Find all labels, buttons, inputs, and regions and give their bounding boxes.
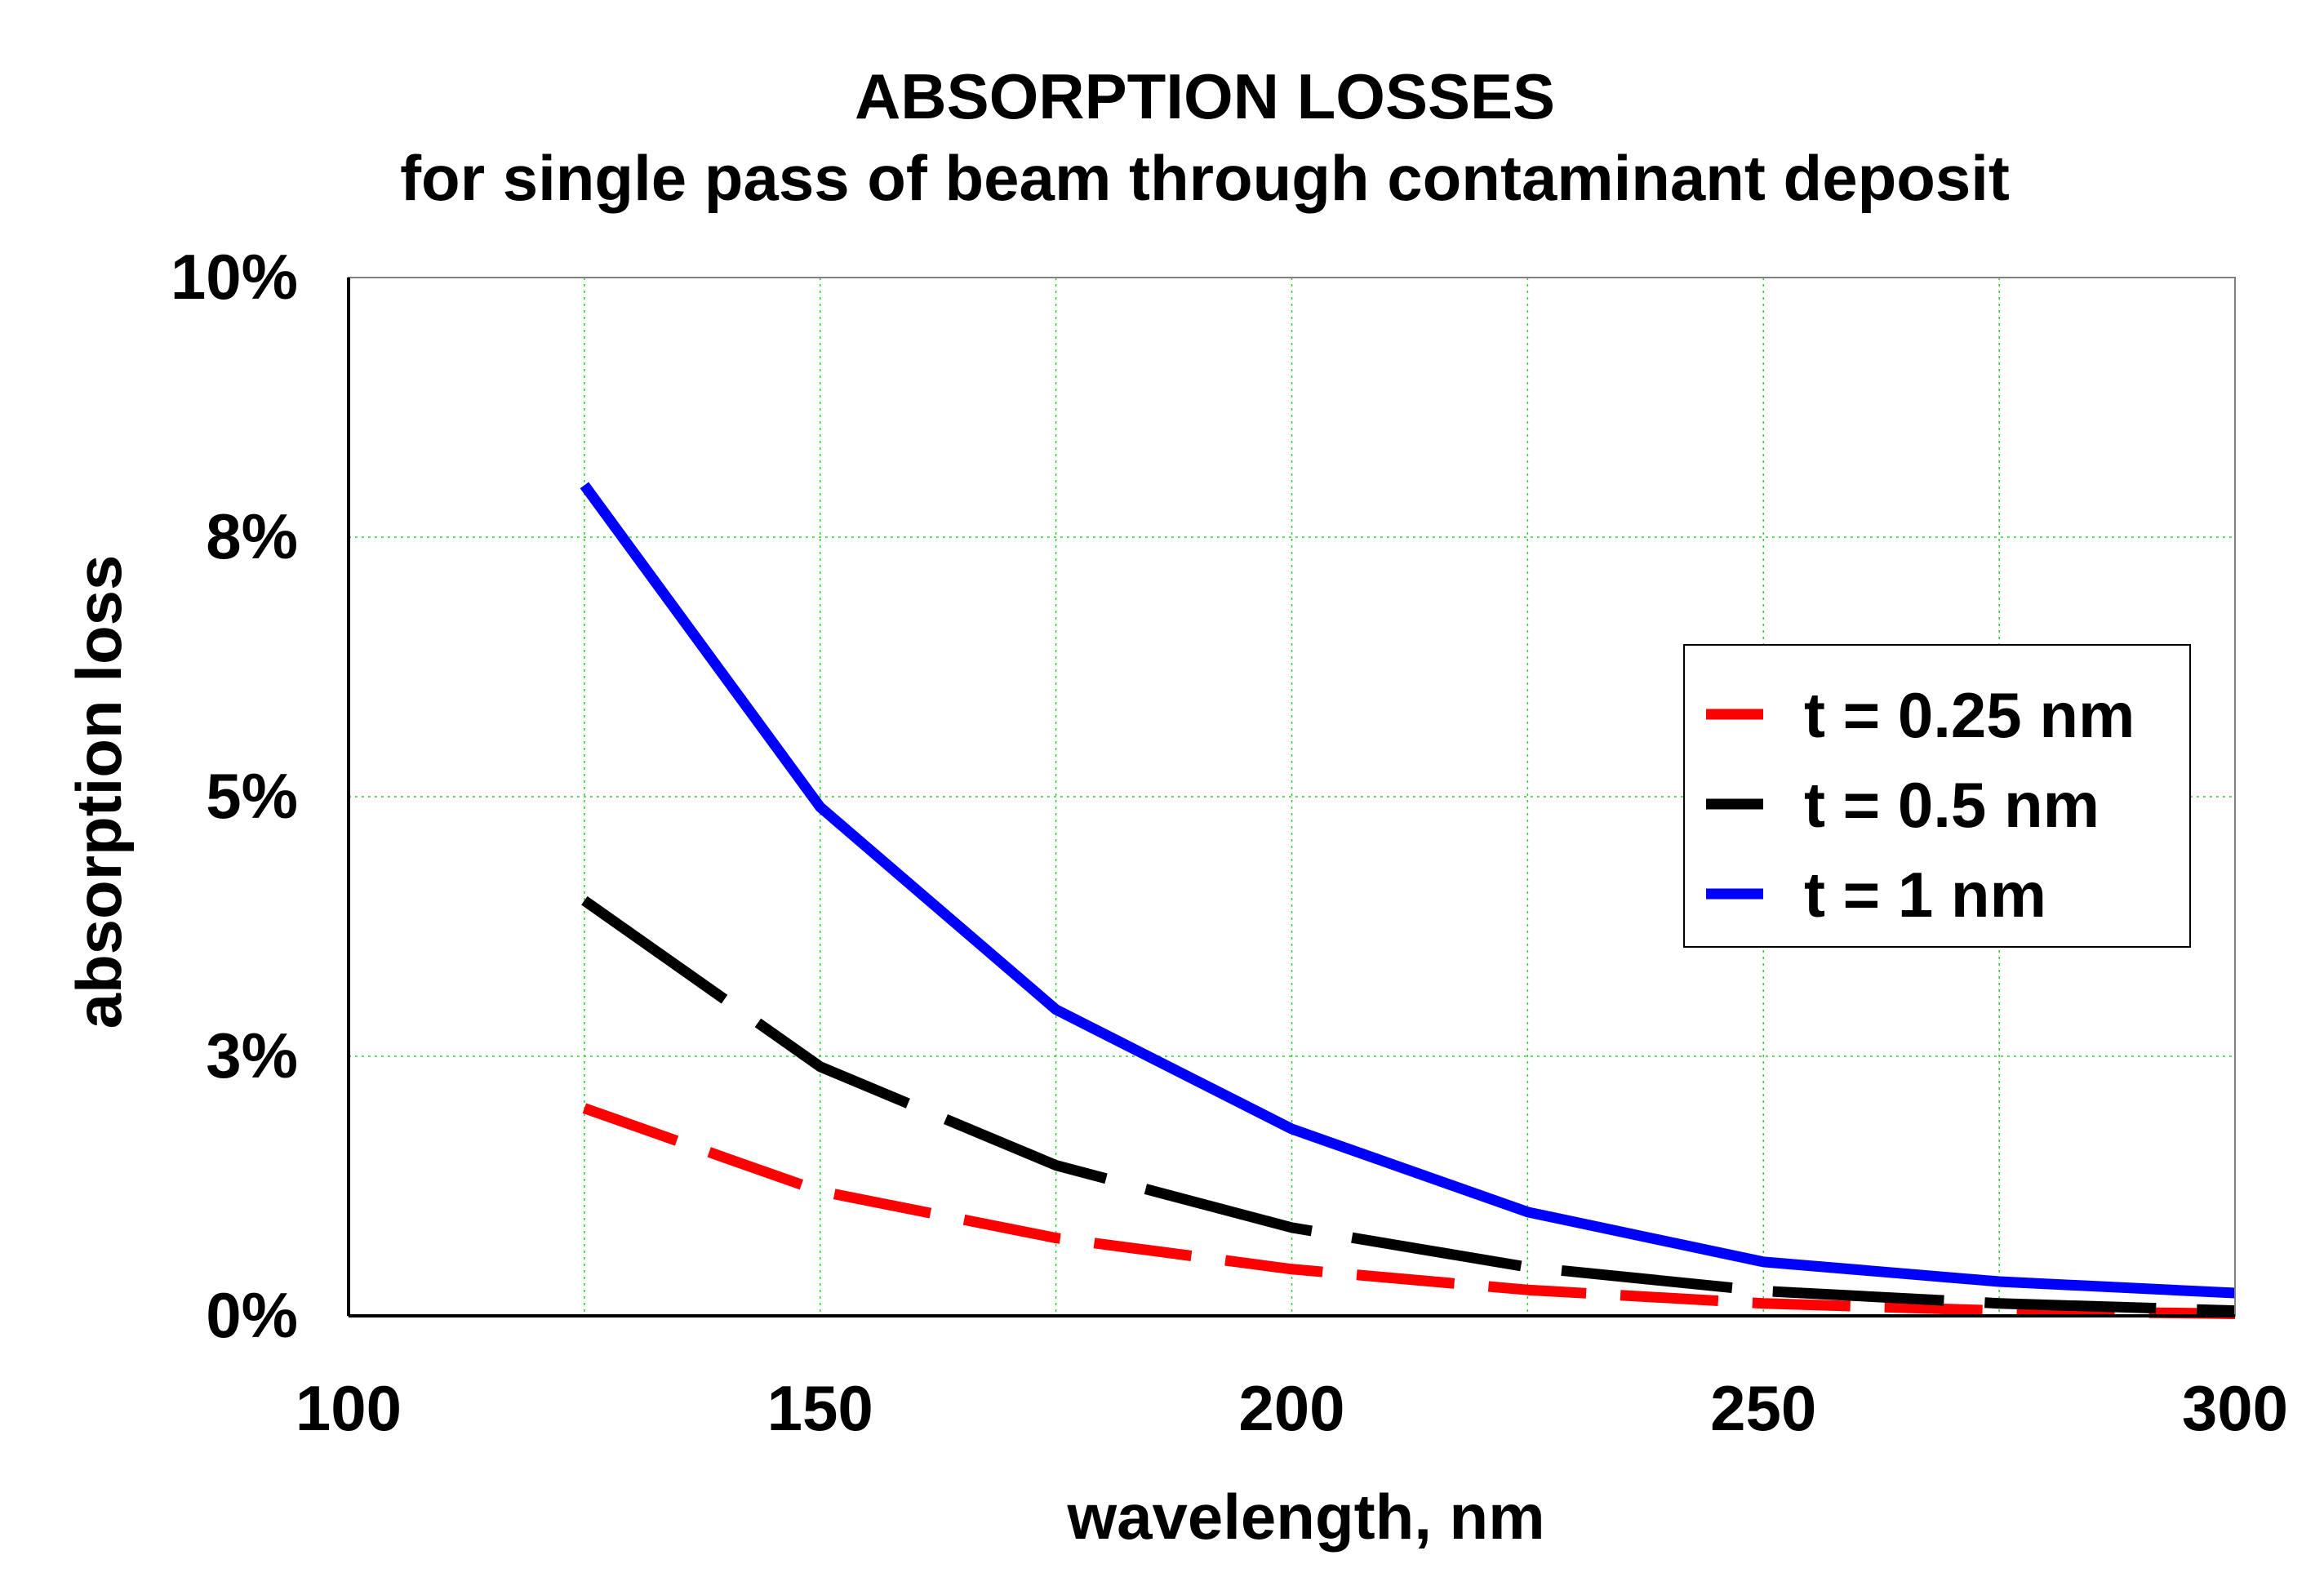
legend-label: t = 0.5 nm	[1804, 769, 2100, 841]
axes	[347, 277, 2236, 1317]
y-axis-title: absorption loss	[63, 555, 135, 1029]
series-line-1	[582, 1103, 2236, 1319]
series-line-3	[580, 482, 2236, 1299]
legend-label: t = 1 nm	[1804, 859, 2046, 931]
y-tick-label: 10%	[171, 241, 298, 313]
series-layer	[580, 482, 2236, 1319]
x-tick-label: 200	[1238, 1372, 1344, 1444]
y-tick-label: 5%	[206, 760, 298, 832]
x-tick-label: 100	[295, 1372, 402, 1444]
chart-title: ABSORPTION LOSSES	[855, 60, 1555, 132]
chart-subtitle: for single pass of beam through contamin…	[400, 142, 2010, 214]
series-line-2	[581, 895, 2236, 1317]
legend: t = 0.25 nm t = 0.5 nm t = 1 nm	[1683, 644, 2191, 948]
y-tick-label: 3%	[206, 1020, 298, 1091]
y-tick-label: 0%	[206, 1279, 298, 1351]
x-tick-label: 300	[2182, 1372, 2288, 1444]
legend-label: t = 0.25 nm	[1804, 679, 2135, 751]
y-tick-label: 8%	[206, 500, 298, 572]
x-axis-title: wavelength, nm	[1066, 1481, 1544, 1553]
x-tick-label: 250	[1710, 1372, 1816, 1444]
tick-labels: 100 150 200 250 300 0% 3% 5% 8% 10%	[171, 241, 2288, 1444]
x-tick-label: 150	[767, 1372, 873, 1444]
legend-box	[1683, 644, 2191, 948]
